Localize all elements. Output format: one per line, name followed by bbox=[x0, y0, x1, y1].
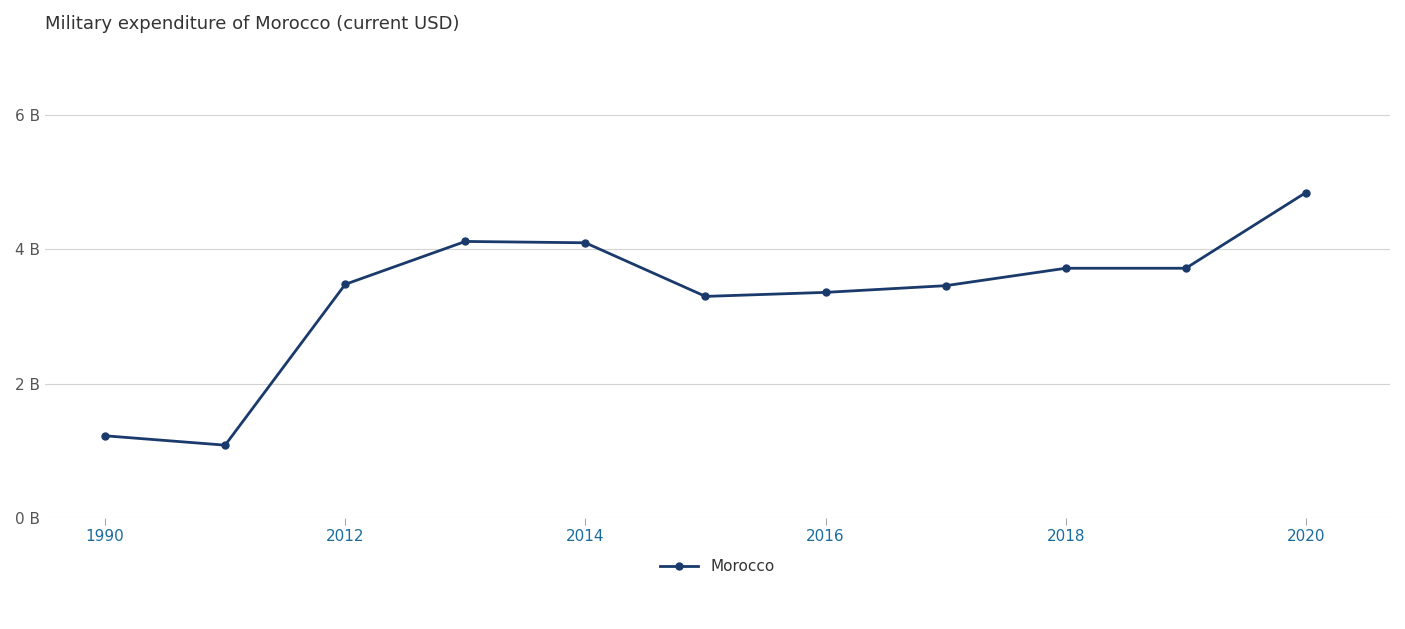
Morocco bbox=[937, 282, 954, 289]
Morocco bbox=[1177, 264, 1194, 272]
Morocco bbox=[1058, 264, 1075, 272]
Morocco bbox=[1297, 189, 1314, 196]
Morocco bbox=[697, 292, 714, 300]
Morocco bbox=[216, 442, 233, 449]
Legend: Morocco: Morocco bbox=[655, 553, 781, 581]
Morocco bbox=[818, 289, 835, 296]
Morocco bbox=[337, 281, 354, 288]
Morocco bbox=[457, 238, 473, 245]
Morocco bbox=[97, 432, 114, 440]
Line: Morocco: Morocco bbox=[101, 189, 1309, 448]
Morocco bbox=[577, 239, 594, 247]
Text: Military expenditure of Morocco (current USD): Military expenditure of Morocco (current… bbox=[45, 15, 459, 33]
